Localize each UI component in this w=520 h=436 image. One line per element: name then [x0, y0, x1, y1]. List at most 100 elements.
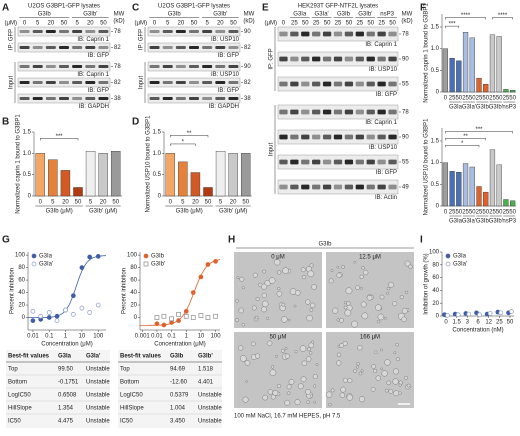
droplet [325, 391, 333, 398]
mw-header: MW [244, 12, 255, 18]
droplet [254, 315, 259, 320]
bar [483, 83, 489, 93]
ib-label: IB: GFP [88, 88, 109, 94]
bar [476, 77, 482, 93]
band [355, 159, 364, 165]
band [149, 45, 160, 50]
table-cell: HillSlope [120, 406, 144, 412]
point [79, 305, 85, 311]
point [466, 311, 472, 317]
y-tick-label: 1.5 [431, 139, 440, 145]
droplet [361, 312, 369, 320]
point [38, 313, 44, 319]
y-tick-label: 60 [130, 278, 137, 284]
lane-label: 5 [75, 21, 79, 27]
lane-group-label: G3Ib' [358, 12, 372, 18]
mw-label: 55 [402, 160, 409, 166]
x-tick-label: 50 [482, 96, 489, 102]
lane-label: 50 [302, 21, 309, 27]
significance: *** [475, 127, 483, 133]
band [333, 159, 343, 165]
bar [73, 187, 83, 197]
bar [240, 153, 251, 197]
y-tick-label: 40 [432, 288, 439, 294]
table-header: G3Ib' [198, 354, 213, 360]
point [176, 318, 181, 323]
lane-group-label: G3Ib' [213, 12, 227, 18]
band [279, 56, 288, 62]
x-tick-label: 20 [100, 200, 107, 206]
droplet [340, 386, 347, 393]
x-tick-label: 50 [455, 96, 462, 102]
lane-group-label: G3Ia' [315, 12, 329, 18]
x-tick-label: 50 [496, 210, 503, 216]
table-cell: 0.5379 [170, 393, 189, 399]
droplet [360, 301, 367, 308]
band [388, 56, 397, 62]
band [85, 80, 96, 85]
x-tick-label: 25 [496, 320, 503, 326]
mw-header: (kD) [243, 19, 254, 25]
table-cell: 1.004 [170, 406, 186, 412]
x-tick-label: 0 [444, 320, 448, 326]
x-tick-label: 6 [476, 320, 480, 326]
y-tick-label: 0 [158, 194, 162, 200]
table-header: G3Ib [170, 354, 184, 360]
band [312, 134, 321, 140]
table-cell: Unstable [198, 406, 222, 412]
band [228, 64, 239, 69]
bar [462, 163, 469, 207]
mw-label: 82 [114, 80, 121, 86]
droplet [360, 369, 364, 373]
droplet [336, 318, 340, 322]
x-tick-label: 5 [219, 200, 223, 206]
band [19, 96, 30, 101]
micrograph-title: G3Ib [318, 242, 332, 248]
droplet [339, 343, 344, 348]
band [290, 184, 299, 190]
band [72, 80, 83, 85]
band [355, 56, 364, 62]
droplet [404, 260, 411, 267]
lane-label: 0 [153, 21, 157, 27]
x-tick-label: 1.5 [452, 320, 461, 326]
droplet [388, 389, 394, 394]
legend-label: G3Ia [39, 254, 53, 260]
droplet [342, 377, 348, 383]
droplet [341, 265, 345, 269]
y-tick-label: 80 [130, 265, 137, 271]
droplet [281, 316, 288, 323]
x-tick-label: 5 [89, 200, 93, 206]
y-axis-label: Inhibition of growth (%) [424, 253, 430, 314]
droplet [301, 360, 308, 367]
lane-label: 50 [61, 21, 68, 27]
droplet [395, 342, 399, 347]
band [279, 109, 288, 115]
droplet [330, 269, 334, 272]
band [366, 81, 375, 87]
band [366, 159, 375, 165]
droplet [277, 286, 281, 291]
droplet [297, 383, 304, 390]
band [215, 80, 226, 85]
ib-label: IB: USP10 [369, 67, 398, 73]
mw-label: 82 [114, 45, 121, 51]
unit-label: (μM) [265, 21, 277, 27]
panel-letter: H [228, 235, 235, 246]
band [388, 81, 397, 87]
band [312, 159, 321, 165]
band [290, 134, 299, 140]
band [228, 45, 239, 50]
y-tick-label: 1.5 [431, 25, 440, 31]
x-tick-label: 25 [449, 96, 456, 102]
bar [489, 149, 496, 207]
band [301, 134, 310, 140]
mw-label: 78 [114, 29, 121, 35]
lane-label: 50 [100, 21, 107, 27]
point [190, 315, 196, 320]
table-cell: Bottom [8, 380, 27, 386]
y-tick-label: 1.5 [153, 130, 162, 136]
droplet [293, 304, 297, 308]
lane-label: 0 [23, 21, 27, 27]
droplet [399, 295, 404, 300]
